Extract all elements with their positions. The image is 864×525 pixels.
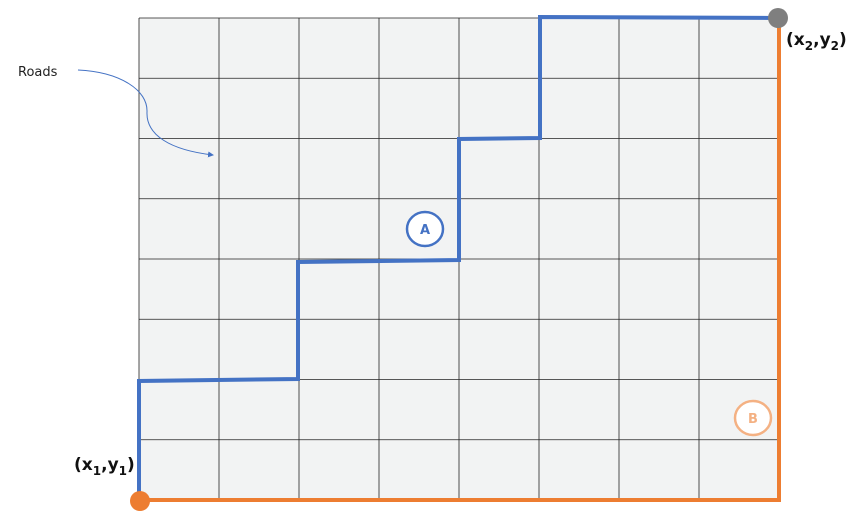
route-a-path <box>137 14 780 500</box>
start-point <box>130 491 150 511</box>
end-coordinate-label: (x2,y2) <box>786 30 847 53</box>
route-a-label: A <box>420 223 430 238</box>
route-b-label: B <box>748 412 758 427</box>
end-point <box>768 8 788 28</box>
route-b-badge: B <box>733 399 773 437</box>
route-b-path <box>139 18 781 502</box>
roads-arrow <box>77 69 214 158</box>
roads-label: Roads <box>18 65 58 80</box>
route-a-badge: A <box>405 210 445 248</box>
start-coordinate-label: (x1,y1) <box>74 455 135 478</box>
